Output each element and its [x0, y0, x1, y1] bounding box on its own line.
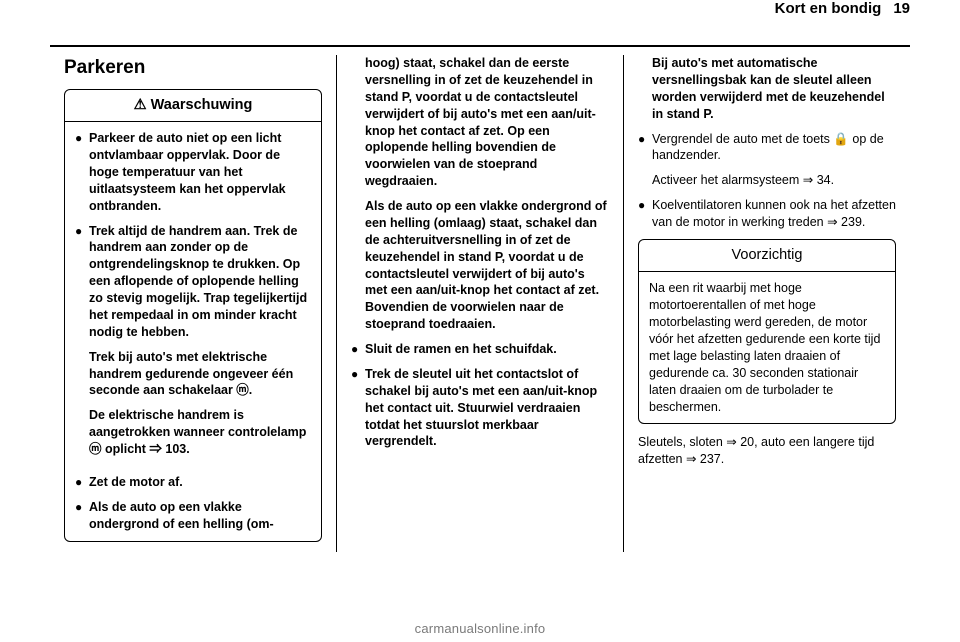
bullet-text: Trek altijd de handrem aan. Trek de hand… — [89, 223, 311, 466]
list-item: ● Trek altijd de handrem aan. Trek de ha… — [75, 223, 311, 466]
bullet-text: Koelventilatoren kunnen ook na het afzet… — [652, 197, 896, 231]
warning-box: ⚠ Waarschuwing ● Parkeer de auto niet op… — [64, 89, 322, 542]
bullet-icon: ● — [351, 366, 365, 450]
page-header: Kort en bondig 19 — [50, 0, 910, 21]
bullet-icon: ● — [75, 130, 89, 214]
header-title: Kort en bondig — [775, 0, 882, 17]
bullet-text: Als de auto op een vlakke ondergrond of … — [89, 499, 311, 533]
bullet-icon: ● — [75, 499, 89, 533]
bullet-icon: ● — [75, 474, 89, 491]
column-2: hoog) staat, schakel dan de eerste versn… — [336, 55, 623, 552]
bullet-icon: ● — [638, 131, 652, 190]
caution-box-title: Voorzichtig — [639, 240, 895, 273]
warning-title-text: Waarschuwing — [151, 97, 253, 113]
col3-bullets: ● Vergrendel de auto met de toets 🔒 op d… — [638, 131, 896, 231]
bullet-sub-para: De elektrische handrem is aangetrokken w… — [89, 407, 311, 458]
bullet-sub-para: Trek bij auto's met elektrische handrem … — [89, 349, 311, 400]
warning-box-body: ● Parkeer de auto niet op een licht ontv… — [65, 122, 321, 540]
continuation-text: Als de auto op een vlakke ondergrond of … — [351, 198, 609, 333]
text-columns: Parkeren ⚠ Waarschuwing ● Parkeer de aut… — [50, 55, 910, 552]
caution-box-body: Na een rit waarbij met hoge motortoerent… — [639, 272, 895, 423]
continuation-text: hoog) staat, schakel dan de eerste versn… — [351, 55, 609, 190]
list-item: ● Parkeer de auto niet op een licht ontv… — [75, 130, 311, 214]
list-item: ● Als de auto op een vlakke ondergrond o… — [75, 499, 311, 533]
col2-bullets: ● Sluit de ramen en het schuifdak. ● Tre… — [351, 341, 609, 450]
column-3: Bij auto's met automatische versnellings… — [623, 55, 910, 552]
bullet-text: Parkeer de auto niet op een licht ontvla… — [89, 130, 311, 214]
warning-icon: ⚠ — [134, 97, 147, 113]
caution-box: Voorzichtig Na een rit waarbij met hoge … — [638, 239, 896, 425]
list-item: ● Zet de motor af. — [75, 474, 311, 491]
bullet-text: Zet de motor af. — [89, 474, 311, 491]
footer-watermark: carmanualsonline.info — [0, 621, 960, 636]
list-item: ● Sluit de ramen en het schuifdak. — [351, 341, 609, 358]
bullet-text-main: Trek altijd de handrem aan. Trek de hand… — [89, 224, 307, 339]
tail-text: Sleutels, sloten ⇒ 20, auto een langere … — [638, 434, 896, 468]
manual-page: Kort en bondig 19 Parkeren ⚠ Waarschuwin… — [50, 0, 910, 642]
bullet-icon: ● — [638, 197, 652, 231]
bullet-text: Trek de sleutel uit het contactslot of s… — [365, 366, 609, 450]
bullet-text: Vergrendel de auto met de toets 🔒 op de … — [652, 131, 896, 190]
bullet-icon: ● — [75, 223, 89, 466]
column-1: Parkeren ⚠ Waarschuwing ● Parkeer de aut… — [50, 55, 336, 552]
header-rule — [50, 45, 910, 47]
list-item: ● Trek de sleutel uit het contactslot of… — [351, 366, 609, 450]
warning-box-title: ⚠ Waarschuwing — [65, 90, 321, 123]
list-item: ● Koelventilatoren kunnen ook na het afz… — [638, 197, 896, 231]
warning-bullets: ● Parkeer de auto niet op een licht ontv… — [75, 130, 311, 532]
section-heading: Parkeren — [64, 55, 322, 81]
bullet-sub-para: Activeer het alarmsysteem ⇒ 34. — [652, 172, 896, 189]
bullet-icon: ● — [351, 341, 365, 358]
bullet-text: Sluit de ramen en het schuifdak. — [365, 341, 609, 358]
page-number: 19 — [893, 0, 910, 17]
continuation-text: Bij auto's met automatische versnellings… — [638, 55, 896, 123]
bullet-text-main: Vergrendel de auto met de toets 🔒 op de … — [652, 132, 884, 163]
list-item: ● Vergrendel de auto met de toets 🔒 op d… — [638, 131, 896, 190]
